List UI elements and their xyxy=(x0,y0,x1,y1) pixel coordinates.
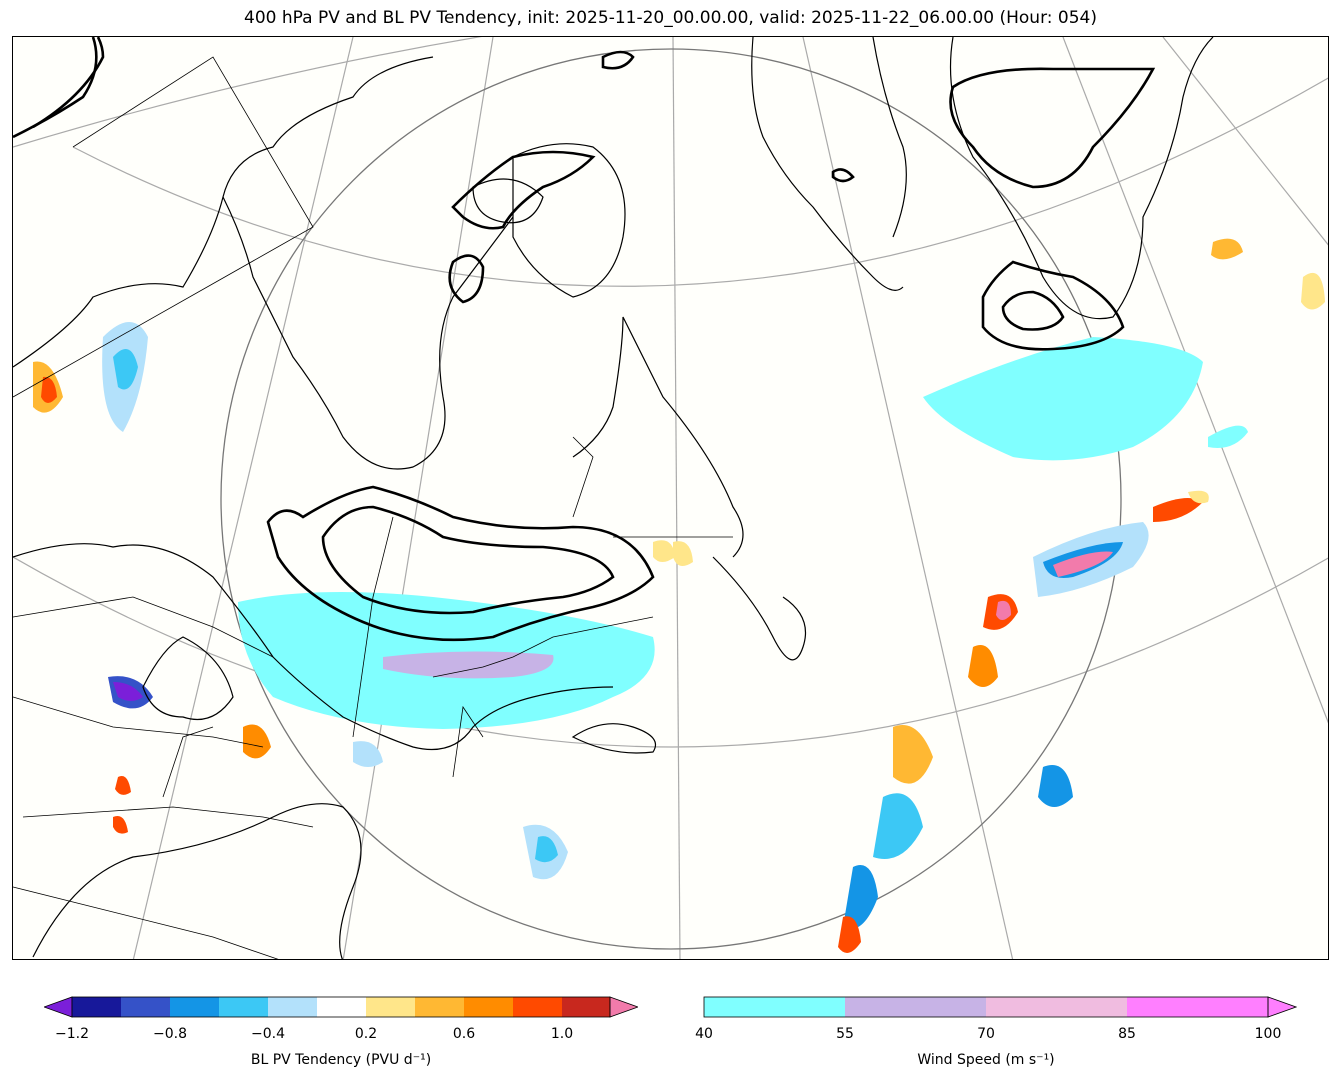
pv-colorbar-bin-8 xyxy=(415,997,464,1017)
range-ring xyxy=(220,48,1122,950)
wind-colorbar-bin-4 xyxy=(1127,997,1268,1017)
wind-tick-3: 70 xyxy=(977,1026,995,1042)
pv-colorbar-bin-9 xyxy=(464,997,513,1017)
pv-tick-4: 0.2 xyxy=(354,1026,378,1042)
coastlines xyxy=(13,37,1214,959)
pv-colorbar-bin-10 xyxy=(513,997,562,1017)
pv-colorbar-bin-1 xyxy=(72,997,121,1017)
wind-speed-colorbar-label: Wind Speed (m s⁻¹) xyxy=(917,1052,1055,1068)
wind-tick-5: 100 xyxy=(1254,1026,1282,1042)
pv-tick-1: −1.2 xyxy=(55,1026,89,1042)
pv-tendency-colorbar xyxy=(42,996,640,1018)
pv-tick-5: 0.6 xyxy=(452,1026,476,1042)
wind-speed-colorbar xyxy=(703,996,1298,1018)
pv-colorbar-bin-2 xyxy=(121,997,170,1017)
pv-colorbar-high-extend xyxy=(609,996,640,1018)
pv-colorbar-bin-7 xyxy=(366,997,415,1017)
pv-colorbar-low-extend xyxy=(42,996,73,1018)
wind-speed-fill xyxy=(238,337,1248,729)
wind-tick-2: 55 xyxy=(836,1026,854,1042)
wind-tick-1: 40 xyxy=(695,1026,713,1042)
graticule xyxy=(13,37,1328,959)
pv-tick-6: 1.0 xyxy=(550,1026,574,1042)
map-title: 400 hPa PV and BL PV Tendency, init: 202… xyxy=(244,8,1097,28)
pv-colorbar-bin-5 xyxy=(268,997,317,1017)
map-panel xyxy=(12,36,1329,960)
pv-colorbar-bin-11 xyxy=(562,997,610,1017)
wind-speed-colorbar-graphic xyxy=(703,996,1298,1018)
wind-colorbar-bin-3 xyxy=(986,997,1127,1017)
pv-tendency-colorbar-graphic xyxy=(42,996,640,1018)
wind-colorbar-high-extend xyxy=(1267,996,1298,1018)
pv-tendency-colorbar-label: BL PV Tendency (PVU d⁻¹) xyxy=(250,1052,432,1068)
pv-contours xyxy=(13,37,1156,642)
pv-colorbar-bin-3 xyxy=(170,997,219,1017)
pv-colorbar-bin-6 xyxy=(317,997,366,1017)
pv-colorbar-bin-4 xyxy=(219,997,268,1017)
wind-colorbar-bin-1 xyxy=(704,997,845,1017)
map-canvas xyxy=(13,37,1328,959)
pv-tick-2: −0.8 xyxy=(153,1026,187,1042)
pv-tendency-fill xyxy=(33,238,1325,953)
wind-colorbar-bin-2 xyxy=(845,997,986,1017)
pv-tick-3: −0.4 xyxy=(251,1026,285,1042)
borders xyxy=(13,56,733,959)
wind-tick-4: 85 xyxy=(1118,1026,1136,1042)
